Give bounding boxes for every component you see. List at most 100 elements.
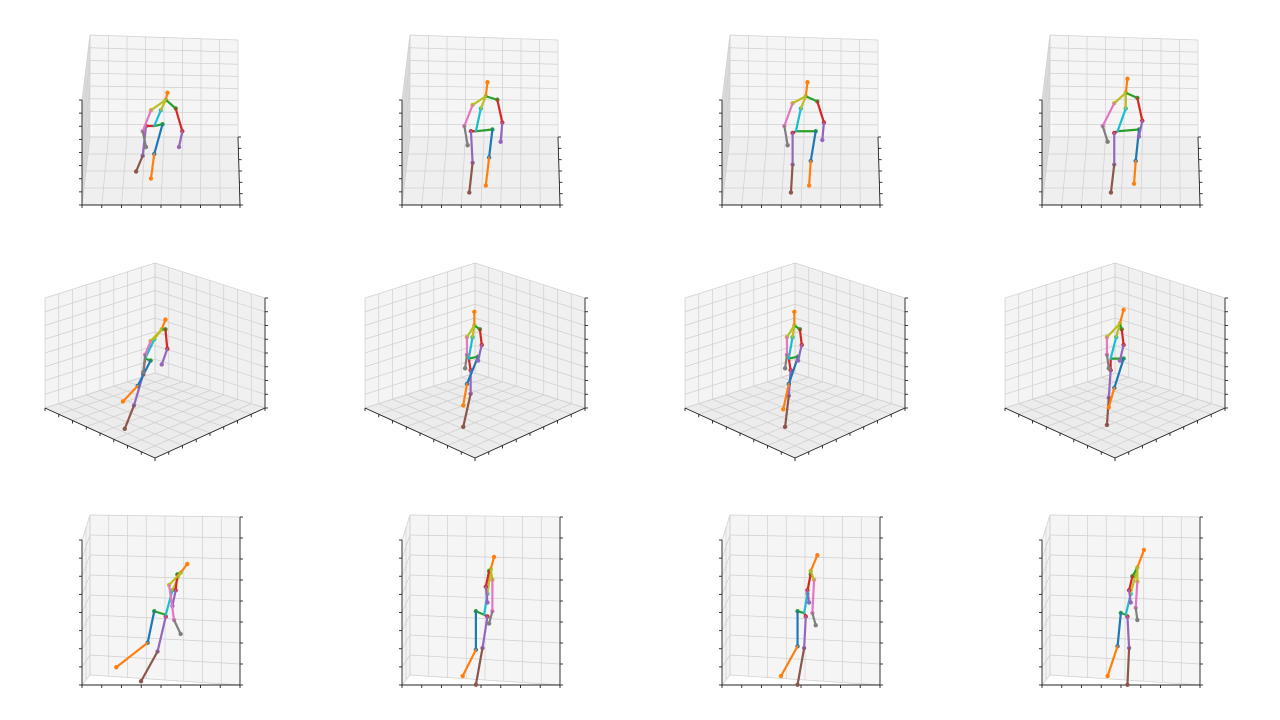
right-wall-gridline: [794, 276, 906, 313]
back-wall-gridline: [729, 554, 881, 560]
floor-gridline: [739, 390, 851, 434]
joint-l_wrist: [176, 144, 182, 150]
joint-r_wrist: [143, 144, 149, 150]
left-wall-gridline: [401, 60, 411, 127]
joint-l_ankle: [460, 673, 465, 679]
joint-r_ankle: [782, 424, 788, 430]
joint-r_ankle: [788, 190, 794, 195]
panel-6: [364, 262, 588, 461]
back-wall-gridline: [409, 85, 559, 89]
back-wall-gridline: [89, 554, 241, 560]
bone-pelvis-spine: [153, 109, 162, 128]
back-wall-gridline: [409, 594, 561, 602]
left-wall-gridline: [684, 290, 796, 326]
left-wall-gridline: [1041, 514, 1051, 541]
left-wall-gridline: [364, 262, 476, 299]
bone-l_elbow-l_wrist: [171, 589, 177, 608]
right-wall-gridline: [474, 290, 586, 326]
left-wall-gridline: [401, 534, 411, 559]
joint-r_ankle: [461, 424, 466, 430]
left-wall-gridline: [1004, 317, 1116, 354]
bone-pelvis-spine: [467, 336, 474, 360]
floor-pane: [45, 373, 265, 458]
skeleton: [120, 317, 170, 431]
left-wall-gridline: [721, 514, 731, 541]
joint-r_wrist: [782, 366, 788, 371]
joint-r_ankle: [1108, 190, 1114, 195]
bone-l_shoulder-l_elbow: [798, 328, 803, 347]
left-wall-gridline: [364, 276, 476, 313]
joint-r_ankle: [795, 682, 800, 687]
panel-4: [1039, 34, 1203, 208]
floor-gridline: [447, 398, 558, 446]
back-wall-gridline: [729, 123, 879, 126]
bone-neck-head: [1124, 77, 1129, 94]
left-wall-gridline: [1041, 111, 1051, 179]
bone-r_hip-r_knee: [1126, 615, 1131, 650]
skeleton: [1104, 307, 1126, 428]
bone-spine-neck: [479, 95, 487, 110]
back-wall-gridline: [89, 674, 241, 686]
left-wall-gridline: [1041, 34, 1051, 101]
back-wall-gridline: [1049, 674, 1201, 686]
bone-pelvis-spine: [787, 336, 794, 360]
joint-r_ankle: [1104, 422, 1110, 428]
bone-r_hip-r_knee: [481, 615, 489, 650]
bone-r_shoulder-r_elbow: [463, 103, 474, 128]
left-wall-gridline: [81, 614, 91, 631]
bone-neck-r_shoulder: [149, 328, 163, 343]
joint-l_wrist: [498, 139, 503, 144]
left-wall-gridline: [81, 554, 91, 577]
floor-gridline: [392, 381, 503, 421]
bone-neck-r_shoulder: [471, 95, 487, 107]
bone-spine-neck: [1115, 322, 1122, 339]
bone-l_shoulder-l_elbow: [1120, 328, 1125, 347]
floor-gridline: [726, 385, 837, 428]
left-wall-gridline: [1041, 634, 1051, 649]
right-wall-gridline: [1114, 290, 1226, 326]
left-wall-gridline: [81, 594, 91, 613]
bone-pelvis-spine: [474, 107, 482, 133]
bone-l_elbow-l_wrist: [1137, 119, 1144, 138]
bone-pelvis-spine: [1116, 107, 1127, 133]
joint-l_wrist: [1117, 358, 1123, 363]
back-wall-gridline: [1049, 123, 1199, 126]
back-wall-gridline: [729, 60, 879, 65]
left-wall-gridline: [721, 654, 731, 668]
left-wall-gridline: [721, 634, 731, 649]
bone-r_knee-r_ankle: [123, 404, 136, 430]
floor-pane: [1005, 373, 1225, 458]
joint-r_wrist: [178, 631, 183, 637]
bone-neck-head: [1118, 308, 1125, 325]
back-wall-gridline: [89, 72, 239, 77]
panel-7: [684, 262, 908, 461]
left-wall-gridline: [1004, 262, 1116, 299]
bone-l_elbow-l_wrist: [796, 343, 803, 362]
joint-r_ankle: [473, 682, 479, 687]
joint-l_ankle: [1106, 405, 1112, 410]
back-wall-gridline: [409, 514, 561, 518]
joint-r_wrist: [465, 143, 470, 148]
left-wall-gridline: [401, 614, 411, 631]
left-wall-gridline: [364, 303, 476, 340]
bone-spine-neck: [799, 95, 807, 110]
back-wall-gridline: [409, 574, 561, 581]
bone-l_hip-l_knee: [488, 128, 494, 159]
joint-l_ankle: [806, 183, 812, 188]
bone-l_elbow-l_wrist: [499, 121, 504, 143]
bone-r_shoulder-r_elbow: [1134, 580, 1139, 609]
joint-l_ankle: [1131, 181, 1137, 186]
joint-r_ankle: [1125, 682, 1130, 687]
left-wall-gridline: [684, 358, 796, 395]
right-wall-gridline: [154, 290, 266, 326]
left-wall-gridline: [1041, 674, 1051, 686]
joint-l_ankle: [483, 183, 488, 188]
right-wall-gridline: [474, 331, 586, 368]
back-wall-gridline: [89, 514, 241, 518]
left-wall-gridline: [1041, 554, 1051, 577]
left-wall-gridline: [81, 574, 91, 595]
skeleton: [133, 90, 185, 181]
back-wall-gridline: [729, 594, 881, 602]
bone-neck-head: [809, 554, 819, 573]
bone-l_shoulder-l_elbow: [1127, 575, 1134, 592]
